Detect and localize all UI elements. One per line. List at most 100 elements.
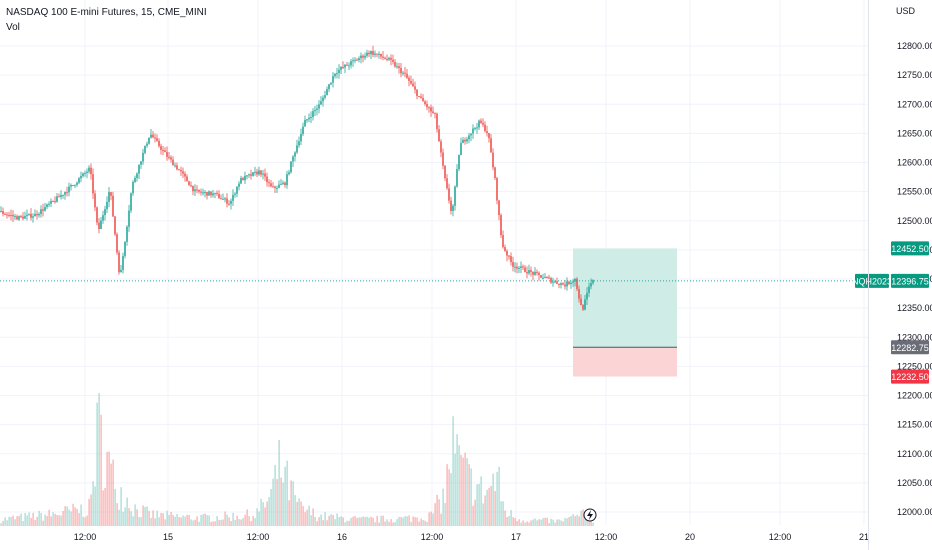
volume-bar: [328, 515, 330, 526]
candle-body: [118, 252, 120, 273]
candle-body: [380, 53, 382, 57]
candle-body: [414, 86, 416, 90]
candle-body: [172, 159, 174, 166]
volume-bar: [152, 510, 154, 526]
candle-body: [110, 192, 112, 196]
volume-bar: [560, 520, 562, 526]
volume-bar: [370, 516, 372, 526]
candle-body: [178, 169, 180, 171]
volume-bar: [430, 511, 432, 526]
candle-body: [566, 281, 568, 287]
volume-bar: [440, 513, 442, 526]
candle-body: [272, 186, 274, 188]
candle-body: [270, 183, 272, 187]
volume-bar: [434, 503, 436, 526]
candle-body: [424, 101, 426, 104]
candle-body: [214, 192, 216, 194]
candle-body: [50, 201, 52, 204]
volume-bar: [182, 515, 184, 526]
candle-body: [116, 234, 118, 253]
candle-body: [320, 101, 322, 105]
candle-body: [80, 176, 82, 179]
profit-zone[interactable]: [573, 248, 677, 348]
volume-bar: [454, 453, 456, 526]
candle-body: [48, 203, 50, 205]
candle-body: [314, 109, 316, 112]
candle-body: [330, 82, 332, 85]
candle-body: [396, 66, 398, 68]
candle-body: [452, 205, 454, 212]
currency-label: USD: [896, 6, 916, 16]
volume-bar: [584, 513, 586, 526]
volume-bar: [550, 518, 552, 526]
volume-bar: [466, 458, 468, 526]
candle-body: [148, 137, 150, 144]
candle-body: [74, 184, 76, 186]
candle-body: [56, 196, 58, 202]
volume-bar: [402, 517, 404, 526]
candle-body: [386, 58, 388, 60]
candle-body: [430, 107, 432, 112]
candle-body: [460, 142, 462, 156]
price-tick-label: 12200.00: [897, 391, 932, 401]
candle-body: [572, 281, 574, 283]
candle-body: [358, 58, 360, 61]
volume-bar: [388, 521, 390, 526]
candle-body: [560, 283, 562, 285]
candle-body: [134, 177, 136, 182]
volume-bar: [76, 508, 78, 526]
candle-body: [302, 126, 304, 134]
candle-body: [16, 216, 18, 220]
price-tick-label: 12600.00: [897, 158, 932, 168]
volume-bar: [74, 507, 76, 526]
volume-bar: [490, 486, 492, 526]
candle-body: [268, 182, 270, 184]
volume-bar: [64, 506, 66, 526]
volume-bar: [362, 516, 364, 526]
candle-body: [78, 178, 80, 183]
candle-body: [438, 129, 440, 142]
volume-bar: [422, 520, 424, 526]
candle-body: [558, 283, 560, 285]
volume-bar: [68, 509, 70, 526]
volume-bar: [120, 487, 122, 526]
volume-bar: [218, 520, 220, 526]
volume-bar: [340, 516, 342, 526]
candle-body: [36, 213, 38, 216]
volume-bar: [526, 521, 528, 526]
volume-bar: [344, 522, 346, 526]
candle-body: [368, 52, 370, 55]
volume-bar: [314, 516, 316, 526]
candle-body: [306, 119, 308, 121]
candle-body: [258, 170, 260, 175]
candle-body: [520, 266, 522, 268]
candle-body: [536, 271, 538, 273]
volume-bar: [262, 502, 264, 526]
candle-body: [64, 192, 66, 195]
candle-body: [212, 193, 214, 196]
price-tick-label: 12650.00: [897, 128, 932, 138]
candle-body: [426, 103, 428, 108]
candle-body: [0, 211, 2, 213]
volume-bar: [500, 501, 502, 526]
candle-body: [552, 281, 554, 283]
volume-bar: [372, 517, 374, 526]
candle-body: [514, 266, 516, 268]
volume-bar: [406, 516, 408, 526]
volume-bar: [512, 517, 514, 526]
candle-body: [42, 209, 44, 211]
volume-bar: [186, 514, 188, 526]
volume-bar: [82, 516, 84, 526]
candle-body: [162, 149, 164, 151]
volume-bar: [494, 490, 496, 526]
volume-bar: [2, 520, 4, 526]
volume-bar: [386, 519, 388, 526]
candle-body: [418, 96, 420, 98]
price-tick-label: 12800.00: [897, 41, 932, 51]
volume-bar: [292, 481, 294, 526]
candle-body: [246, 175, 248, 177]
volume-bar: [104, 488, 106, 526]
candle-body: [294, 152, 296, 157]
loss-zone[interactable]: [573, 347, 677, 377]
